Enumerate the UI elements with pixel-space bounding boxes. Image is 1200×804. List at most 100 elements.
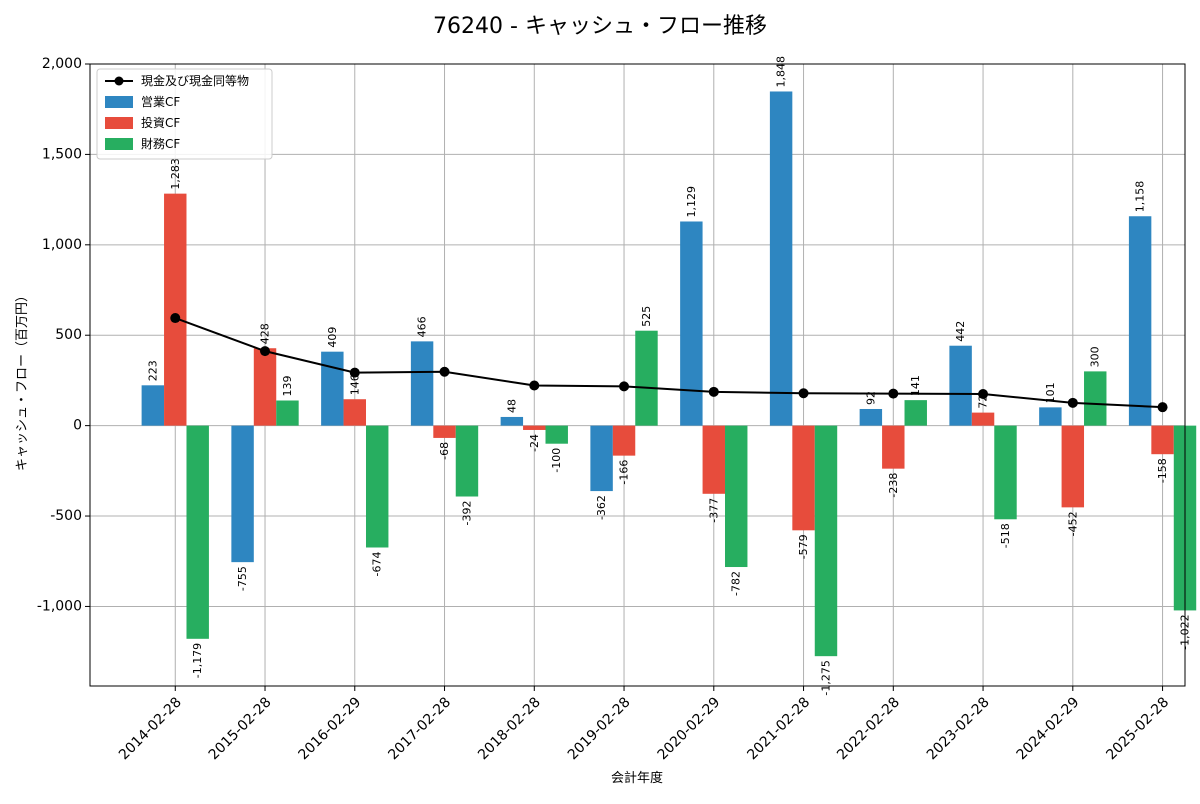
bar-value-label: -782 bbox=[730, 571, 743, 596]
bar bbox=[410, 341, 434, 426]
cash-equivalents-point bbox=[619, 381, 630, 392]
x-tick-label: 2023-02-28 bbox=[924, 694, 993, 763]
bar bbox=[971, 412, 995, 426]
bar-value-label: -1,179 bbox=[191, 643, 204, 678]
y-tick-label: 1,000 bbox=[42, 237, 82, 253]
bar-value-label: 223 bbox=[146, 360, 159, 381]
bar-value-label: -238 bbox=[887, 473, 900, 498]
bar bbox=[1061, 425, 1085, 508]
cash-equivalents-point bbox=[888, 388, 899, 399]
x-tick-label: 2016-02-29 bbox=[296, 694, 365, 763]
bar-value-label: 1,158 bbox=[1134, 181, 1147, 213]
bar-value-label: -1,275 bbox=[819, 660, 832, 695]
cash-equivalents-point bbox=[170, 313, 181, 324]
cash-equivalents-point bbox=[349, 367, 360, 378]
bar bbox=[231, 425, 254, 563]
x-axis-label: 会計年度 bbox=[611, 770, 663, 786]
bar bbox=[500, 416, 524, 426]
bar-value-label: -377 bbox=[707, 498, 720, 523]
bar bbox=[769, 91, 793, 426]
bar bbox=[141, 385, 165, 426]
bar-value-label: -518 bbox=[999, 523, 1012, 548]
bar bbox=[882, 425, 905, 469]
bar-value-label: 1,283 bbox=[169, 158, 182, 190]
bar-value-label: 92 bbox=[864, 391, 877, 405]
legend-box bbox=[96, 68, 273, 160]
bar bbox=[164, 193, 187, 426]
x-tick-label: 2018-02-28 bbox=[475, 694, 544, 763]
y-tick-label: 2,000 bbox=[42, 56, 82, 72]
bar bbox=[702, 425, 726, 494]
y-tick-label: 0 bbox=[73, 418, 82, 434]
legend-entry-label: 財務CF bbox=[141, 136, 180, 151]
bar-value-label: -158 bbox=[1156, 458, 1169, 483]
x-tick-label: 2021-02-28 bbox=[744, 694, 813, 763]
cash-equivalents-point bbox=[529, 380, 540, 391]
x-tick-label: 2014-02-28 bbox=[116, 694, 185, 763]
cash-equivalents-line bbox=[174, 317, 1163, 409]
bar bbox=[276, 400, 299, 426]
cash-equivalents-point bbox=[798, 388, 809, 399]
legend-point-swatch bbox=[114, 76, 124, 86]
chart-title: 76240 - キャッシュ・フロー推移 bbox=[433, 14, 767, 39]
y-tick-label: 500 bbox=[55, 327, 82, 343]
bar bbox=[725, 425, 748, 568]
cash-equivalents-point bbox=[439, 366, 450, 377]
bar bbox=[1039, 407, 1062, 426]
bar-value-label: -755 bbox=[236, 566, 249, 591]
bar bbox=[186, 425, 209, 639]
line-layer bbox=[170, 313, 1168, 413]
bar bbox=[433, 425, 456, 438]
bar bbox=[859, 408, 883, 426]
bar-value-label: -579 bbox=[797, 534, 810, 559]
bar-value-label: -452 bbox=[1066, 511, 1079, 536]
bar bbox=[253, 348, 277, 426]
cash-equivalents-point bbox=[978, 388, 989, 399]
legend-entry-label: 営業CF bbox=[141, 95, 180, 109]
bar-value-label: -392 bbox=[460, 501, 473, 526]
bar-value-label: -68 bbox=[438, 442, 451, 460]
y-tick-label: -1,000 bbox=[37, 598, 82, 614]
bar-value-label: 428 bbox=[259, 323, 272, 344]
y-axis-label: キャッシュ・フロー（百万円） bbox=[15, 289, 30, 471]
plot-frame bbox=[89, 63, 1186, 687]
bar bbox=[365, 425, 389, 548]
axis-layer: -1,000 -500 0 500 1,000 1,500 2,000 2014-02-28 2… bbox=[37, 56, 1186, 763]
bar bbox=[545, 425, 568, 444]
bar bbox=[680, 221, 703, 426]
bar-value-label: 300 bbox=[1089, 346, 1102, 367]
bar-value-label: 139 bbox=[281, 375, 294, 396]
bar bbox=[590, 425, 613, 492]
legend-bar-swatch bbox=[105, 117, 133, 129]
legend-entry-label: 投資CF bbox=[141, 115, 180, 130]
legend-bar-swatch bbox=[105, 138, 133, 150]
bar-value-label: 141 bbox=[909, 375, 922, 396]
bar-value-label: 409 bbox=[326, 327, 339, 348]
bar-value-label: 48 bbox=[505, 399, 518, 413]
bar-value-label: 466 bbox=[416, 316, 429, 337]
bar-value-label: -674 bbox=[371, 551, 384, 576]
bar bbox=[321, 351, 344, 426]
x-tick-label: 2024-02-29 bbox=[1014, 694, 1083, 763]
data-label-layer: 223 -755 409 466 48 -362 1,129 1,848 92 442 101 1,1… bbox=[146, 56, 1191, 696]
x-tick-label: 2020-02-29 bbox=[655, 694, 724, 763]
cash-equivalents-point bbox=[260, 346, 271, 357]
bar bbox=[904, 400, 927, 426]
bar bbox=[612, 425, 636, 456]
x-tick-label: 2017-02-28 bbox=[385, 694, 454, 763]
bar-value-label: 146 bbox=[348, 374, 361, 395]
bar-value-label: 525 bbox=[640, 306, 653, 327]
bar-value-label: 1,848 bbox=[775, 56, 788, 88]
x-tick-label: 2025-02-28 bbox=[1103, 694, 1172, 763]
bar bbox=[635, 330, 658, 426]
cash-equivalents-point bbox=[708, 386, 719, 397]
bar bbox=[1084, 371, 1107, 426]
y-tick-label: 1,500 bbox=[42, 146, 82, 162]
bar-value-label: 1,129 bbox=[685, 186, 698, 218]
bar bbox=[792, 425, 815, 531]
bar-value-label: -24 bbox=[528, 434, 541, 452]
bar-layer bbox=[141, 91, 1197, 657]
